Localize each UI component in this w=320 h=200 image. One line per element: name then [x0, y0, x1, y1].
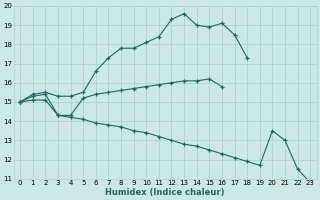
- X-axis label: Humidex (Indice chaleur): Humidex (Indice chaleur): [106, 188, 225, 197]
